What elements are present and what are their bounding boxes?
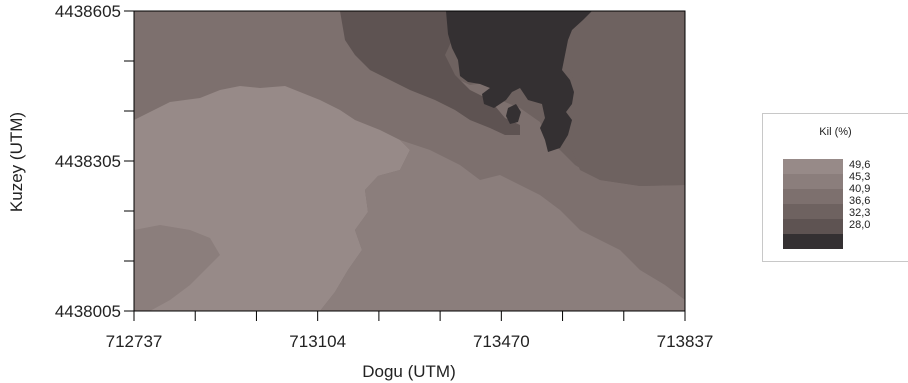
legend-swatch <box>783 159 843 174</box>
y-tick-label: 4438005 <box>55 302 121 321</box>
legend-swatch <box>783 219 843 234</box>
contour-region-28-32 <box>446 11 592 152</box>
x-axis: 712737 713104 713470 713837 <box>106 311 714 351</box>
contour-region-28-32-blob <box>506 104 521 124</box>
x-tick-label: 713470 <box>473 332 530 351</box>
legend-label: 49,6 <box>849 159 871 171</box>
contour-region-45-50-east <box>320 140 685 311</box>
x-tick-label: 713837 <box>657 332 714 351</box>
y-axis-title: Kuzey (UTM) <box>7 112 26 212</box>
legend-label: 40,9 <box>849 183 871 195</box>
x-tick-label: 713104 <box>289 332 346 351</box>
legend-label: 36,6 <box>849 195 871 207</box>
legend: Kil (%) 49,6 45,3 40,9 36,6 32,3 28,0 <box>762 113 908 262</box>
legend-title: Kil (%) <box>819 126 852 138</box>
x-axis-title: Dogu (UTM) <box>362 362 456 381</box>
legend-swatch <box>783 189 843 204</box>
legend-label: 45,3 <box>849 171 871 183</box>
y-tick-label: 4438605 <box>55 2 121 21</box>
contour-region-32-36-east <box>560 11 685 186</box>
contour-region-41-45-west <box>134 225 220 311</box>
x-tick-label: 712737 <box>106 332 163 351</box>
legend-swatch <box>783 174 843 189</box>
contour-region-32-36 <box>340 11 520 135</box>
clay-contour-map <box>134 11 685 311</box>
legend-label: 32,3 <box>849 207 871 219</box>
y-tick-label: 4438305 <box>55 152 121 171</box>
legend-label: 28,0 <box>849 219 871 231</box>
legend-swatch <box>783 204 843 219</box>
y-axis: 4438605 4438305 4438005 <box>55 2 134 321</box>
legend-swatch <box>783 234 843 249</box>
